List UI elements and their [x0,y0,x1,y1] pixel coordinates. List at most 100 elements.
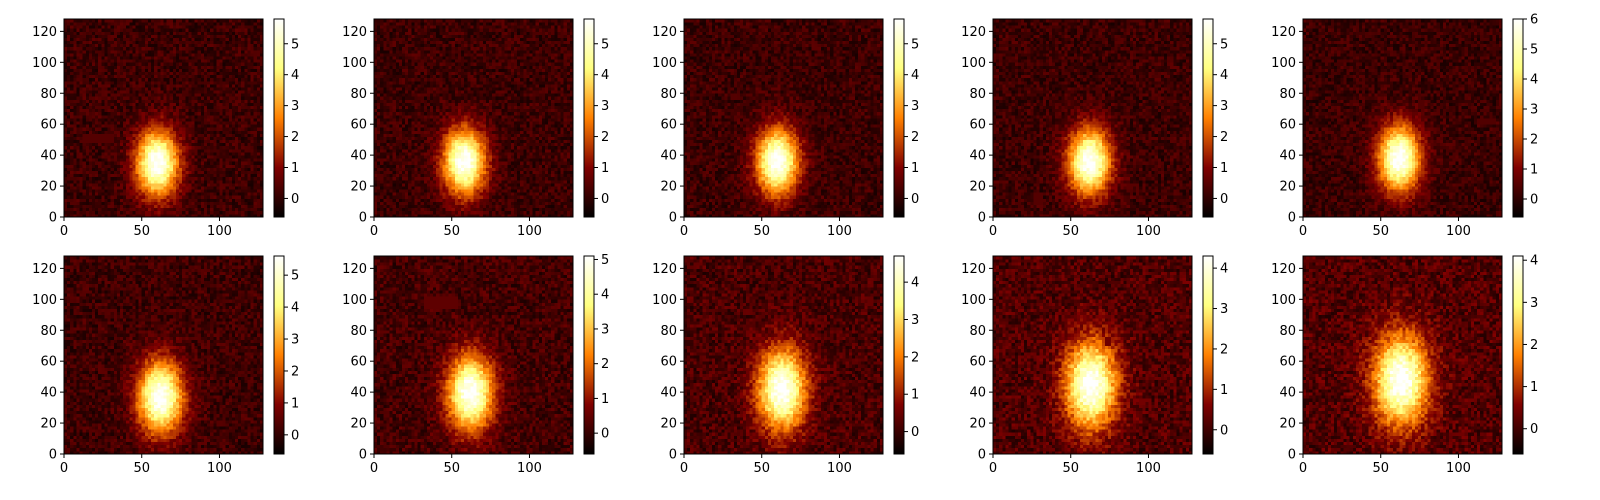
heatmap-cell [173,69,177,72]
heatmap-cell [226,78,230,81]
heatmap-cell [210,112,214,115]
heatmap-cell [204,177,208,180]
heatmap-cell [98,99,102,102]
heatmap-cell [160,140,164,143]
heatmap-cell [164,171,168,174]
heatmap-cell [229,152,233,155]
heatmap-cell [64,140,68,143]
heatmap-cell [89,90,93,93]
heatmap-cell [157,133,161,136]
heatmap-cell [254,87,258,90]
heatmap-cell [185,121,189,124]
heatmap-cell [223,152,227,155]
heatmap-cell [167,59,171,62]
heatmap-cell [229,171,233,174]
heatmap-cell [164,124,168,127]
heatmap-cell [241,149,245,152]
heatmap-cell [157,96,161,99]
heatmap-cell [182,124,186,127]
heatmap-cell [173,87,177,90]
heatmap-cell [123,146,127,149]
heatmap-cell [179,161,183,164]
heatmap-cell [92,198,96,201]
heatmap-cell [207,171,211,174]
heatmap-cell [173,177,177,180]
heatmap-cell [213,93,217,96]
heatmap-cell [210,106,214,109]
heatmap-cell [176,195,180,198]
heatmap-cell [80,143,84,146]
heatmap-cell [179,109,183,112]
heatmap-cell [238,168,242,171]
heatmap-cell [111,130,115,133]
heatmap-cell [80,168,84,171]
heatmap-cell [179,189,183,192]
heatmap-cell [251,109,255,112]
heatmap-cell [83,56,87,59]
heatmap-cell [170,174,174,177]
heatmap-cell [204,78,208,81]
heatmap-cell [142,143,146,146]
heatmap-cell [139,195,143,198]
heatmap-cell [139,96,143,99]
heatmap-cell [92,93,96,96]
heatmap-cell [167,69,171,72]
heatmap-cell [170,155,174,158]
heatmap-cell [176,62,180,65]
heatmap-cell [235,208,239,211]
heatmap-cell [226,180,230,183]
heatmap-cell [216,155,220,158]
heatmap-cell [123,127,127,130]
heatmap-cell [132,149,136,152]
heatmap-cell [136,124,140,127]
heatmap-cell [129,62,133,65]
heatmap-cell [95,192,99,195]
heatmap-cell [213,155,217,158]
heatmap-cell [182,78,186,81]
heatmap-cell [164,115,168,118]
heatmap-cell [213,75,217,78]
heatmap-cell [182,155,186,158]
heatmap-cell [139,99,143,102]
heatmap-cell [179,158,183,161]
heatmap-cell [136,180,140,183]
heatmap-cell [188,78,192,81]
heatmap-cell [67,155,71,158]
heatmap-cell [235,106,239,109]
heatmap-cell [223,198,227,201]
heatmap-cell [182,81,186,84]
heatmap-cell [238,65,242,68]
heatmap-cell [232,112,236,115]
heatmap-cell [216,133,220,136]
heatmap-cell [176,84,180,87]
heatmap-cell [223,118,227,121]
heatmap-cell [244,198,248,201]
heatmap-cell [139,152,143,155]
heatmap-cell [185,106,189,109]
heatmap-cell [241,186,245,189]
heatmap-cell [104,161,108,164]
heatmap-cell [136,189,140,192]
heatmap-cell [126,149,130,152]
heatmap-cell [223,112,227,115]
heatmap-cell [226,112,230,115]
heatmap-cell [151,211,155,214]
heatmap-cell [170,62,174,65]
heatmap-cell [247,140,251,143]
heatmap-cell [139,171,143,174]
heatmap-cell [210,130,214,133]
heatmap-cell [185,72,189,75]
heatmap-cell [92,140,96,143]
heatmap-cell [64,152,68,155]
heatmap-cell [207,205,211,208]
heatmap-cell [191,146,195,149]
heatmap-cell [67,62,71,65]
heatmap-cell [120,109,124,112]
heatmap-cell [76,121,80,124]
heatmap-cell [132,93,136,96]
heatmap-cell [111,168,115,171]
heatmap-cell [151,109,155,112]
heatmap-cell [170,81,174,84]
heatmap-cell [92,205,96,208]
heatmap-cell [191,186,195,189]
